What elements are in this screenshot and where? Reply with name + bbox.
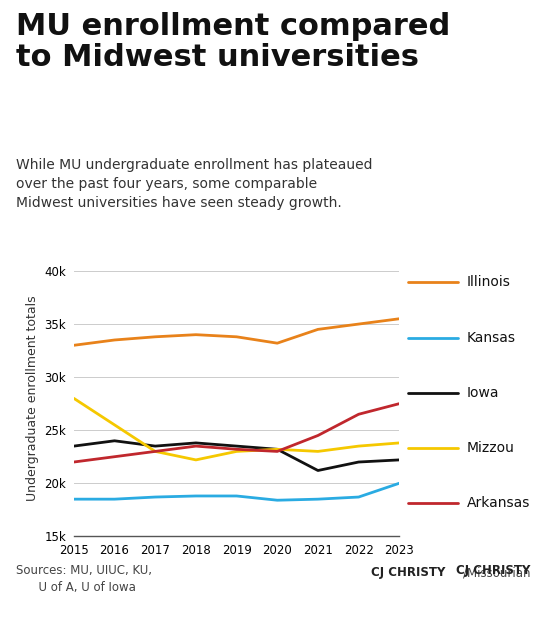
Text: MU enrollment compared
to Midwest universities: MU enrollment compared to Midwest univer… (16, 12, 451, 71)
Text: Sources: MU, UIUC, KU,
      U of A, U of Iowa: Sources: MU, UIUC, KU, U of A, U of Iowa (16, 564, 153, 594)
Text: CJ CHRISTY: CJ CHRISTY (371, 567, 446, 580)
Text: Illinois: Illinois (467, 275, 510, 290)
Text: Arkansas: Arkansas (467, 496, 530, 510)
Y-axis label: Undergraduate enrollment totals: Undergraduate enrollment totals (26, 296, 39, 501)
Text: Mizzou: Mizzou (467, 441, 514, 455)
Text: CJ CHRISTY: CJ CHRISTY (456, 564, 531, 577)
Text: /Missourian: /Missourian (463, 567, 531, 580)
Text: Iowa: Iowa (467, 386, 499, 400)
Text: Kansas: Kansas (467, 330, 515, 345)
Text: While MU undergraduate enrollment has plateaued
over the past four years, some c: While MU undergraduate enrollment has pl… (16, 159, 373, 210)
Text: CJ CHRISTY/Missourian: CJ CHRISTY/Missourian (398, 564, 531, 577)
